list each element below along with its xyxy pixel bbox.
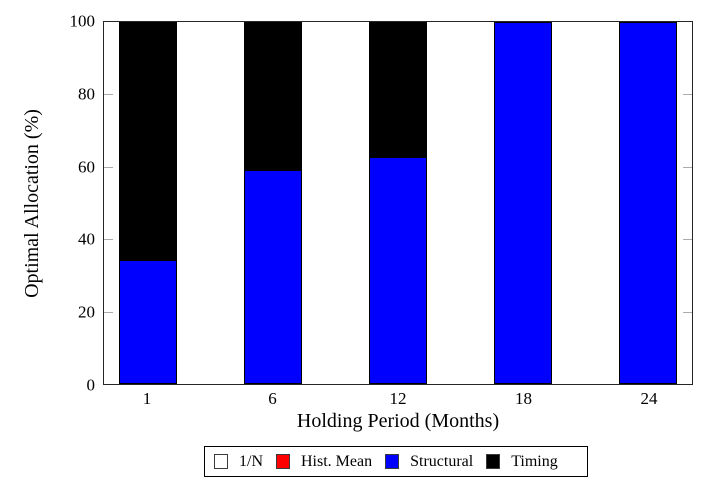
legend-item-1-n: 1/N xyxy=(214,452,263,470)
stacked-bar-12 xyxy=(369,22,427,384)
legend-label: Structural xyxy=(410,452,474,470)
x-axis-tick-labels: 1 6 12 18 24 xyxy=(103,389,693,409)
y-tick-label: 0 xyxy=(86,375,96,395)
legend-label: Timing xyxy=(511,452,558,470)
axis-tick-mark xyxy=(683,166,692,168)
y-tick-label: 80 xyxy=(78,84,95,104)
axis-tick-mark xyxy=(104,239,113,241)
axis-tick-mark xyxy=(104,94,113,96)
legend-swatch-icon xyxy=(486,454,501,469)
axis-tick-mark xyxy=(683,94,692,96)
legend-item-structural: Structural xyxy=(385,452,474,470)
y-tick-label: 40 xyxy=(78,229,95,249)
x-tick-label: 6 xyxy=(268,389,277,408)
x-tick-label: 24 xyxy=(640,389,658,408)
stacked-bar-1 xyxy=(119,22,177,384)
y-tick-label: 60 xyxy=(78,157,95,177)
axis-tick-mark xyxy=(683,311,692,313)
axis-tick-mark xyxy=(104,311,113,313)
bar-segment-timing xyxy=(370,23,426,158)
bar-segment-structural xyxy=(120,260,176,383)
legend-swatch-icon xyxy=(214,454,228,469)
bar-segment-structural xyxy=(620,23,676,383)
stacked-bar-24 xyxy=(619,22,677,384)
legend-swatch-icon xyxy=(276,454,290,469)
bar-segment-structural xyxy=(370,158,426,383)
bar-segment-structural xyxy=(495,23,551,383)
axis-tick-mark xyxy=(104,166,113,168)
x-tick-label: 1 xyxy=(142,389,152,408)
y-tick-label: 100 xyxy=(69,11,96,31)
x-axis-title: Holding Period (Months) xyxy=(296,410,500,432)
bar-segment-timing xyxy=(245,23,301,171)
legend-label: Hist. Mean xyxy=(301,452,373,470)
legend-item-hist-mean: Hist. Mean xyxy=(276,452,373,470)
x-tick-label: 18 xyxy=(515,389,532,408)
y-axis-tick-labels: 0 20 40 60 80 100 xyxy=(40,13,96,394)
bar-segment-structural xyxy=(245,170,301,383)
legend-swatch-icon xyxy=(385,454,400,469)
legend: 1/N Hist. Mean Structural Timing xyxy=(204,446,588,477)
x-tick-label: 12 xyxy=(389,389,407,408)
plot-area xyxy=(103,21,693,385)
legend-label: 1/N xyxy=(239,452,263,470)
bar-segment-timing xyxy=(120,23,176,261)
stacked-bar-6 xyxy=(244,22,302,384)
bars-row xyxy=(104,22,692,384)
stacked-bar-18 xyxy=(494,22,552,384)
legend-item-timing: Timing xyxy=(486,452,558,470)
axis-tick-mark xyxy=(683,239,692,241)
y-tick-label: 20 xyxy=(78,302,95,322)
